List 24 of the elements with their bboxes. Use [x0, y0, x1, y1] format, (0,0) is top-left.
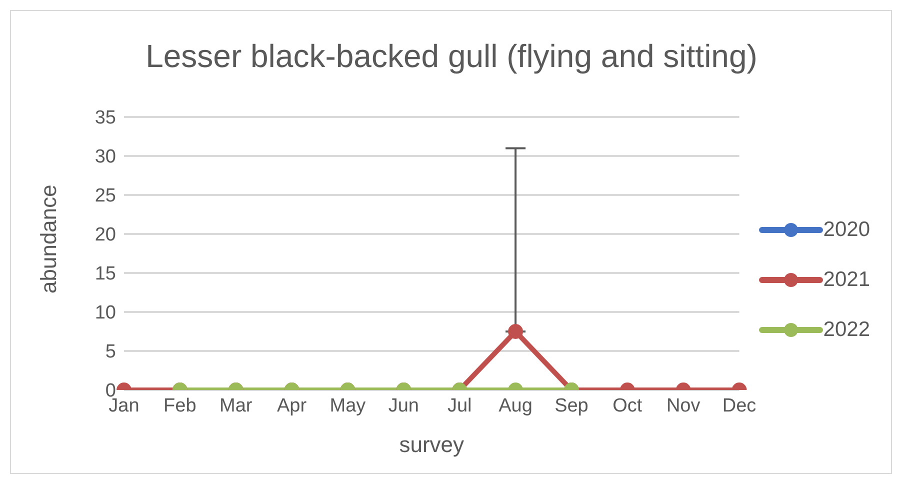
y-tick-label: 30	[94, 146, 116, 168]
x-tick-label: Jun	[388, 395, 419, 416]
chart-title: Lesser black-backed gull (flying and sitting)	[144, 38, 758, 75]
x-tick-label: Jul	[447, 395, 472, 416]
y-tick-label: 10	[94, 302, 116, 324]
y-axis-title: abundance	[36, 184, 61, 294]
x-tick-label: Mar	[220, 395, 253, 416]
y-tick-label: 35	[94, 108, 116, 129]
x-tick-label: Aug	[498, 395, 532, 416]
y-tick-label: 25	[94, 186, 116, 207]
y-tick-label: 5	[105, 342, 116, 363]
y-tick-label: 20	[94, 224, 116, 246]
legend-label: 2021	[823, 268, 870, 292]
legend-label: 2022	[823, 318, 870, 342]
x-tick-label: Feb	[164, 395, 196, 416]
x-tick-label: Sep	[554, 395, 588, 416]
x-tick-label: Oct	[612, 395, 643, 416]
x-tick-label: Dec	[722, 395, 756, 416]
x-tick-label: Nov	[666, 395, 701, 416]
x-tick-label: Apr	[277, 395, 308, 416]
y-tick-label: 15	[94, 264, 116, 285]
x-tick-label: May	[330, 395, 366, 416]
legend-label: 2020	[823, 218, 870, 242]
x-axis-title: survey	[399, 432, 464, 457]
